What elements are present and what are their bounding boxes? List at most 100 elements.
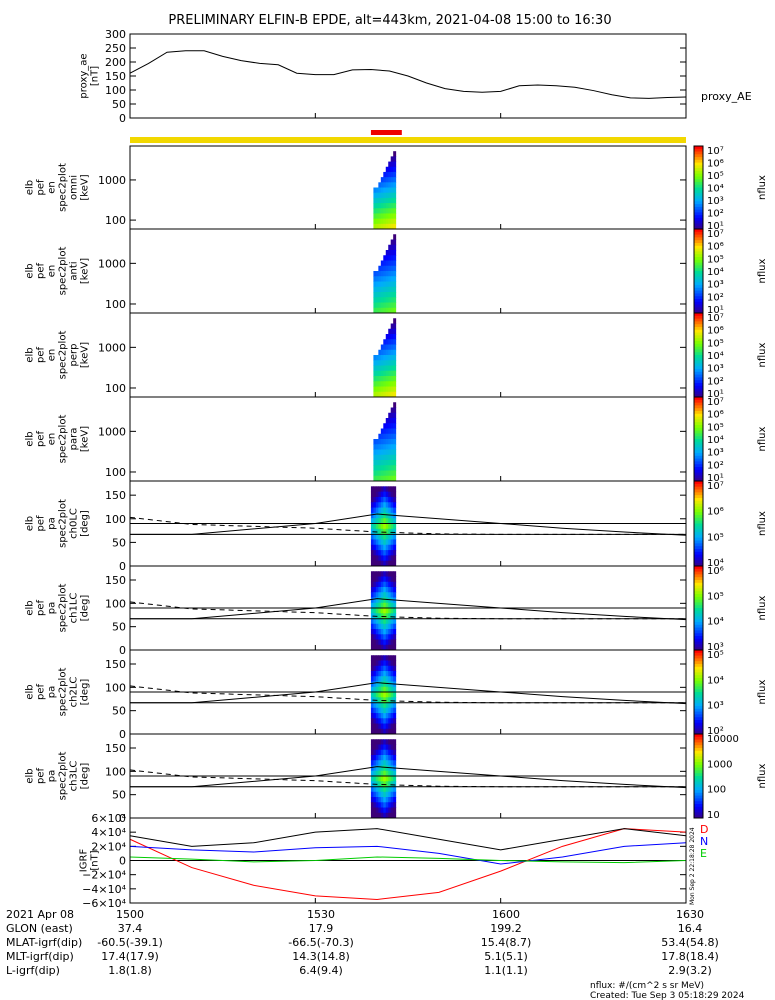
heatmap-cell <box>378 812 382 819</box>
heatmap-cell <box>375 644 379 651</box>
colorbar-cell <box>694 602 703 606</box>
heatmap-cell <box>383 576 387 583</box>
colorbar-cell <box>694 254 703 258</box>
heatmap-cell <box>393 486 397 493</box>
ephem-cell: 17.9 <box>309 922 334 935</box>
heatmap-cell <box>375 718 379 724</box>
heatmap-cell <box>390 344 394 351</box>
heatmap-cell <box>370 523 374 530</box>
heatmap-cell <box>380 713 384 719</box>
heatmap-cell <box>385 581 389 588</box>
heatmap-cell <box>390 428 394 435</box>
heatmap-cell <box>393 728 397 735</box>
heatmap-cell <box>388 428 392 435</box>
heatmap-cell <box>375 197 379 204</box>
heatmap-cell <box>383 786 387 793</box>
colorbar-cell <box>694 394 703 398</box>
heatmap-cell <box>383 265 387 272</box>
y-axis-label: pef <box>36 431 47 448</box>
heatmap-cell <box>380 297 384 303</box>
heatmap-cell <box>375 571 379 577</box>
colorbar-cell <box>694 215 703 219</box>
y-axis-label: [nT] <box>90 66 101 86</box>
science-interval-bar <box>370 130 402 135</box>
heatmap-cell <box>380 502 384 509</box>
heatmap-cell <box>388 602 392 609</box>
heatmap-cell <box>373 470 377 477</box>
colorbar-cell <box>694 759 703 763</box>
colorbar-cell <box>694 736 703 741</box>
colorbar-cell <box>694 363 703 367</box>
heatmap-cell <box>380 439 384 445</box>
heatmap-cell <box>378 723 382 730</box>
heatmap-cell <box>378 744 382 751</box>
heatmap-cell <box>388 592 392 598</box>
heatmap-cell <box>378 534 382 540</box>
heatmap-cell <box>388 250 392 256</box>
colorbar-cell <box>694 574 703 578</box>
heatmap-cell <box>383 428 387 435</box>
heatmap-cell <box>380 571 384 577</box>
heatmap-cell <box>370 618 374 625</box>
colorbar-cell <box>694 664 703 668</box>
heatmap-cell <box>380 749 384 756</box>
heatmap-cell <box>390 407 394 414</box>
colorbar-cell <box>694 549 703 553</box>
heatmap-cell <box>378 528 382 535</box>
heatmap-cell <box>380 692 384 698</box>
heatmap-cell <box>393 697 397 703</box>
heatmap-cell <box>385 749 389 756</box>
y-axis-label: [keV] <box>80 258 91 284</box>
heatmap-cell <box>390 528 394 535</box>
loss-cone-line <box>130 766 687 789</box>
heatmap-cell <box>375 723 379 730</box>
heatmap-cell <box>375 381 379 387</box>
heatmap-cell <box>383 555 387 562</box>
heatmap-cell <box>385 797 389 803</box>
heatmap-cell <box>393 807 397 814</box>
y-tick-label: 50 <box>112 789 126 802</box>
heatmap-cell <box>373 203 377 209</box>
heatmap-cell <box>393 344 397 351</box>
heatmap-cell <box>370 692 374 698</box>
heatmap-cell <box>380 534 384 540</box>
panel-elb_pef_en_spec2plot_perp: elb pef en spec2plot perp [keV] 100010010⁷10⁶1… <box>25 312 768 400</box>
heatmap-cell <box>390 386 394 393</box>
heatmap-cell <box>380 618 384 625</box>
heatmap-cell <box>390 418 394 424</box>
heatmap-cell <box>388 360 392 366</box>
colorbar-cell <box>694 179 703 183</box>
heatmap-cell <box>383 550 387 556</box>
heatmap-cell <box>378 608 382 614</box>
colorbar-cell <box>694 397 703 401</box>
heatmap-cell <box>378 707 382 714</box>
heatmap-cell <box>390 629 394 635</box>
heatmap-cell <box>378 802 382 808</box>
heatmap-cell <box>383 177 387 183</box>
heatmap-cell <box>375 581 379 588</box>
y-tick-label: 0 <box>119 644 126 657</box>
heatmap-cell <box>378 302 382 309</box>
colorbar-tick-label: 10⁵ <box>707 254 724 265</box>
colorbar-tick-label: 10⁴ <box>707 675 724 686</box>
heatmap-cell <box>388 728 392 735</box>
heatmap-cell <box>375 386 379 393</box>
heatmap-cell <box>388 439 392 445</box>
heatmap-cell <box>370 739 374 745</box>
heatmap-cell <box>380 723 384 730</box>
colorbar-cell <box>694 173 703 177</box>
heatmap-cell <box>383 623 387 630</box>
heatmap-cell <box>375 686 379 693</box>
heatmap-cell <box>385 460 389 466</box>
heatmap-cell <box>370 539 374 546</box>
heatmap-cell <box>388 365 392 372</box>
heatmap-cell <box>388 355 392 361</box>
heatmap-cell <box>375 770 379 777</box>
y-axis-label: ch3LC <box>69 761 80 792</box>
heatmap-cell <box>378 391 382 398</box>
heatmap-cell <box>375 292 379 298</box>
ephem-cell: -60.5(-39.1) <box>97 936 163 949</box>
heatmap-cell <box>383 223 387 230</box>
